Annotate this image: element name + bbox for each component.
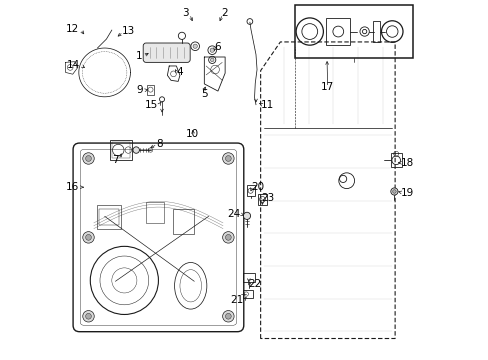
Text: 13: 13 [122, 26, 135, 36]
Text: 11: 11 [260, 100, 273, 110]
Text: 16: 16 [65, 182, 79, 192]
Text: 1: 1 [135, 51, 142, 61]
Text: 9: 9 [137, 85, 143, 95]
Bar [243, 273, 254, 282]
Text: 18: 18 [400, 158, 413, 168]
Text: 2: 2 [221, 8, 227, 18]
Circle shape [210, 58, 214, 62]
Text: 20: 20 [250, 182, 264, 192]
Text: 5: 5 [201, 89, 207, 99]
Circle shape [82, 231, 94, 243]
Circle shape [210, 48, 214, 52]
Bar [246, 185, 254, 196]
Text: 24: 24 [226, 209, 240, 219]
Circle shape [85, 156, 91, 161]
Bar [97, 205, 121, 229]
Text: 8: 8 [156, 139, 162, 149]
Circle shape [243, 212, 250, 220]
Bar [147, 85, 154, 95]
Circle shape [85, 314, 91, 319]
Circle shape [392, 190, 395, 193]
Text: 15: 15 [145, 100, 158, 110]
Text: 7: 7 [111, 155, 118, 165]
Bar [112, 141, 130, 158]
Bar [99, 209, 119, 225]
Text: 4: 4 [176, 67, 183, 77]
Circle shape [225, 234, 231, 240]
Bar [372, 21, 379, 42]
Text: 10: 10 [185, 129, 199, 139]
Text: 19: 19 [400, 188, 413, 198]
Text: 14: 14 [67, 60, 80, 70]
FancyBboxPatch shape [143, 43, 190, 62]
Text: 6: 6 [214, 42, 220, 52]
Text: 3: 3 [182, 8, 188, 18]
Bar [325, 18, 349, 45]
Bar [110, 140, 132, 160]
Circle shape [222, 231, 234, 243]
Text: 21: 21 [230, 295, 244, 305]
Text: 12: 12 [65, 24, 79, 35]
Circle shape [85, 234, 91, 240]
Text: 17: 17 [320, 82, 333, 93]
Bar [243, 291, 253, 298]
Bar [258, 194, 266, 205]
Circle shape [225, 314, 231, 319]
Bar [390, 153, 401, 167]
Text: 22: 22 [247, 279, 261, 289]
Bar [294, 5, 412, 58]
Circle shape [82, 311, 94, 322]
Circle shape [82, 153, 94, 164]
Circle shape [133, 147, 139, 153]
Text: 23: 23 [261, 193, 274, 203]
Circle shape [193, 44, 197, 48]
Circle shape [390, 188, 397, 195]
Circle shape [222, 153, 234, 164]
Circle shape [222, 311, 234, 322]
Bar [172, 209, 194, 234]
Circle shape [225, 156, 231, 161]
Bar [145, 202, 163, 223]
